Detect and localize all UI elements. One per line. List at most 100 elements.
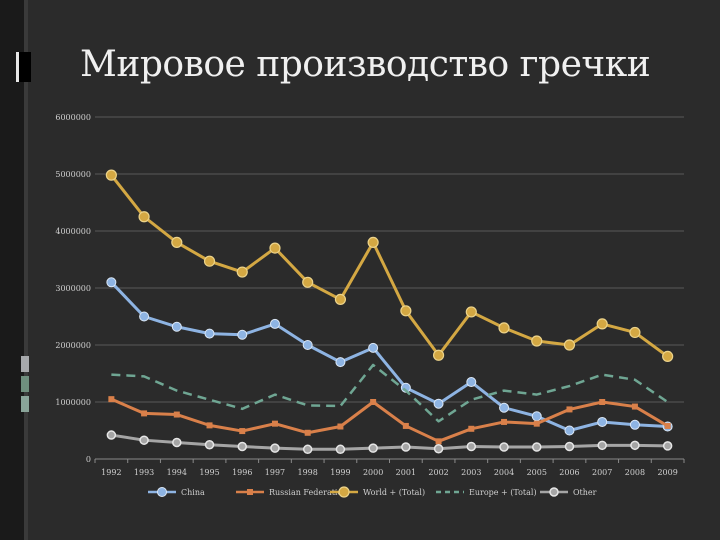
data-point bbox=[564, 425, 575, 436]
data-point bbox=[108, 396, 115, 403]
data-point bbox=[302, 276, 314, 288]
series-line bbox=[110, 174, 669, 358]
data-point bbox=[269, 318, 280, 329]
legend-label: World + (Total) bbox=[363, 488, 425, 497]
data-point bbox=[157, 487, 167, 497]
side-tab-gray bbox=[21, 356, 29, 372]
legend-item: Russian Federation bbox=[236, 488, 347, 497]
data-point bbox=[433, 443, 444, 454]
data-point bbox=[171, 236, 183, 248]
legend-item: China bbox=[148, 487, 205, 497]
series-line bbox=[110, 281, 668, 432]
y-axis: 0 1000000 2000000 3000000 4000000 5000000 6000… bbox=[55, 113, 91, 464]
series-world-total bbox=[105, 169, 674, 362]
legend-item: Europe + (Total) bbox=[436, 488, 537, 497]
data-point bbox=[106, 277, 117, 288]
data-point bbox=[138, 211, 150, 223]
data-point bbox=[338, 486, 350, 498]
x-tick-label: 2009 bbox=[657, 468, 677, 477]
data-point bbox=[630, 440, 640, 451]
data-point bbox=[335, 357, 346, 368]
series-europe-total bbox=[111, 363, 669, 423]
data-point bbox=[400, 305, 412, 317]
data-point bbox=[599, 399, 606, 405]
data-point bbox=[664, 422, 671, 429]
side-tab-green bbox=[21, 376, 29, 392]
x-tick-label: 2005 bbox=[527, 468, 547, 477]
data-point bbox=[631, 403, 638, 410]
data-point bbox=[432, 349, 445, 361]
data-point bbox=[596, 318, 608, 330]
data-point bbox=[597, 416, 608, 427]
data-point bbox=[662, 350, 674, 362]
data-point bbox=[334, 293, 347, 305]
x-tick-label: 1994 bbox=[167, 468, 187, 477]
slide-title: Мировое производство гречки bbox=[80, 44, 651, 85]
series-other bbox=[106, 430, 673, 455]
data-point bbox=[247, 489, 253, 495]
series-line bbox=[110, 397, 669, 443]
x-tick-label: 1998 bbox=[298, 468, 318, 477]
data-point bbox=[564, 441, 575, 452]
data-point bbox=[549, 487, 559, 497]
data-point bbox=[402, 422, 409, 429]
data-point bbox=[139, 435, 149, 445]
x-tick-label: 1993 bbox=[134, 468, 154, 477]
legend-label: Russian Federation bbox=[269, 488, 347, 497]
x-tick-label: 2002 bbox=[428, 468, 448, 477]
data-point bbox=[105, 169, 117, 181]
data-point bbox=[629, 419, 640, 430]
data-point bbox=[206, 422, 213, 429]
data-point bbox=[171, 321, 182, 332]
series-line bbox=[111, 433, 668, 451]
data-point bbox=[237, 329, 248, 340]
x-tick-label: 1992 bbox=[101, 468, 121, 477]
data-point bbox=[531, 335, 543, 347]
data-point bbox=[304, 429, 311, 436]
legend-item: Other bbox=[540, 487, 597, 497]
data-point bbox=[302, 444, 313, 455]
data-point bbox=[302, 340, 313, 350]
data-point bbox=[106, 430, 117, 440]
series-china bbox=[106, 277, 673, 436]
data-point bbox=[401, 442, 411, 452]
data-point bbox=[237, 441, 247, 452]
legend-label: Europe + (Total) bbox=[469, 488, 537, 497]
data-point bbox=[433, 398, 444, 409]
x-tick-label: 2000 bbox=[363, 468, 383, 477]
y-tick-label: 0 bbox=[86, 455, 91, 464]
data-point bbox=[563, 339, 576, 351]
data-point bbox=[501, 418, 508, 425]
data-point bbox=[204, 440, 215, 450]
data-point bbox=[533, 420, 540, 427]
x-tick-label: 2004 bbox=[494, 468, 514, 477]
x-tick-label: 1999 bbox=[330, 468, 350, 477]
x-axis: 1992 1993 1994 1995 1996 1997 1998 1999 2000 2001… bbox=[94, 458, 685, 477]
data-point bbox=[566, 406, 573, 413]
side-tab-teal bbox=[21, 396, 29, 412]
data-point bbox=[270, 443, 280, 453]
chart-legend: China Russian Federation World + (Total) Eu… bbox=[148, 486, 597, 498]
x-tick-label: 2001 bbox=[396, 468, 416, 477]
data-point bbox=[532, 442, 542, 452]
data-point bbox=[368, 342, 379, 353]
legend-item: World + (Total) bbox=[330, 486, 425, 498]
series-line bbox=[111, 363, 669, 423]
x-tick-label: 2006 bbox=[559, 468, 579, 477]
data-point bbox=[468, 425, 475, 432]
data-point bbox=[335, 444, 346, 455]
data-point bbox=[465, 306, 477, 318]
data-point bbox=[629, 326, 641, 339]
data-point bbox=[367, 236, 379, 248]
x-tick-label: 1995 bbox=[199, 468, 219, 477]
data-point bbox=[370, 399, 377, 405]
data-point bbox=[236, 266, 248, 278]
data-point bbox=[271, 420, 278, 427]
x-tick-label: 2003 bbox=[461, 468, 481, 477]
data-point bbox=[662, 441, 673, 451]
data-point bbox=[172, 437, 182, 448]
data-point bbox=[466, 377, 477, 388]
data-point bbox=[498, 322, 510, 334]
data-point bbox=[173, 411, 180, 418]
